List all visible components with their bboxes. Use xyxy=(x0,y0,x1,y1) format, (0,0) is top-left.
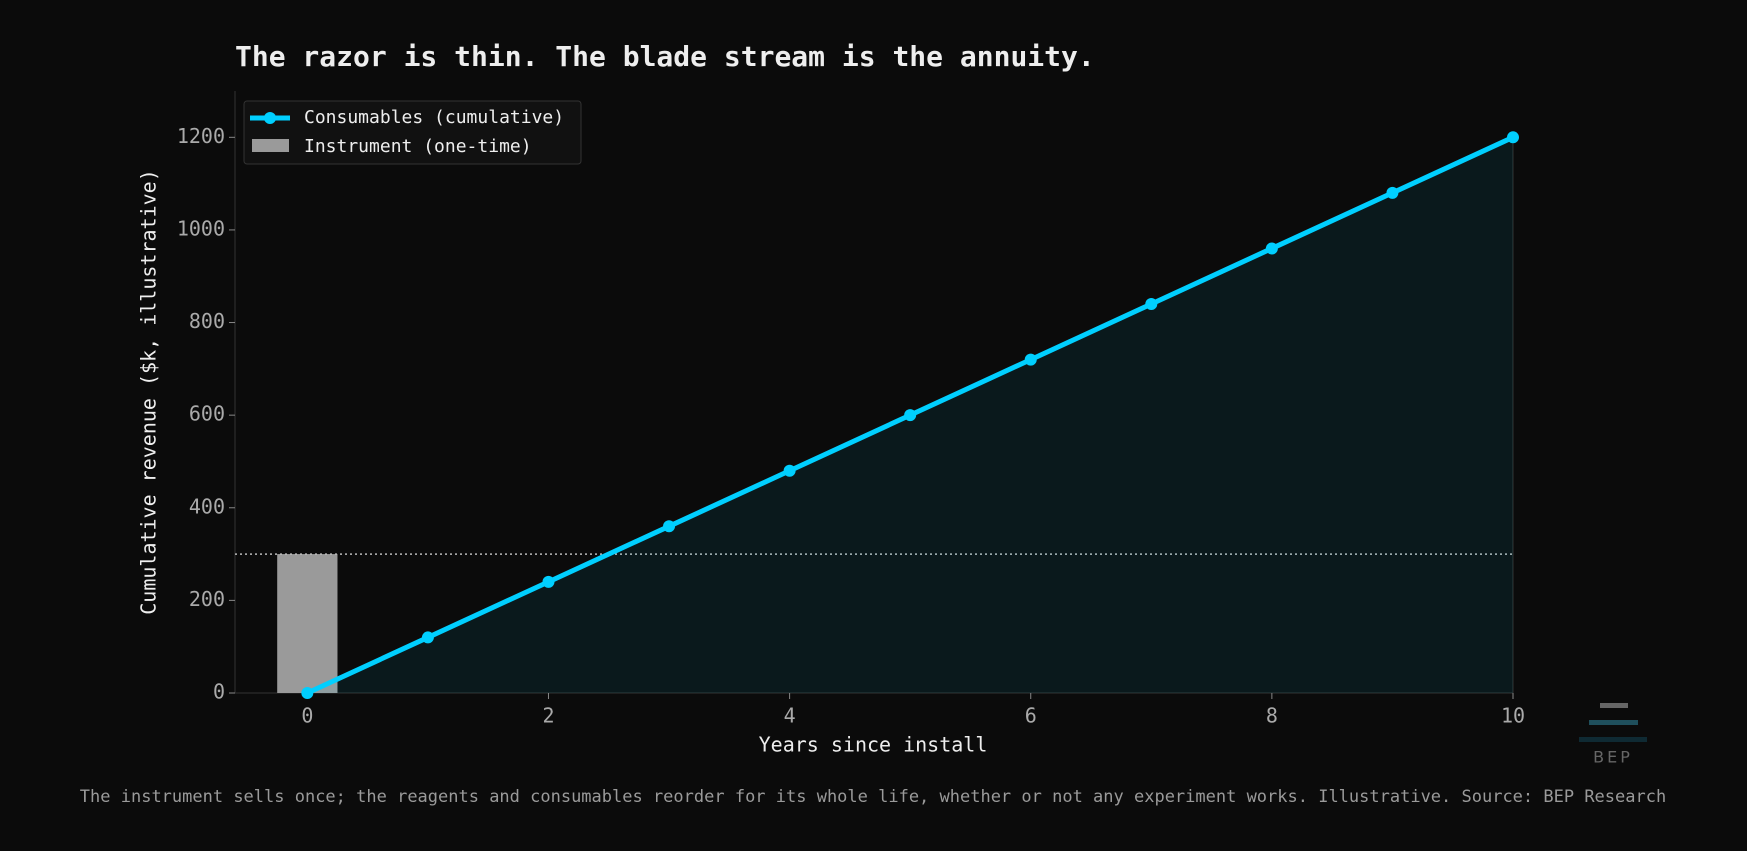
legend-marker xyxy=(264,112,276,124)
point xyxy=(783,464,796,477)
y-tick-label: 200 xyxy=(189,587,225,611)
x-tick-label: 2 xyxy=(542,704,554,728)
chart-title: The razor is thin. The blade stream is t… xyxy=(235,40,1095,73)
legend-label: Consumables (cumulative) xyxy=(304,107,564,128)
legend: Consumables (cumulative) Instrument (one-… xyxy=(243,100,582,165)
y-tick-label: 1200 xyxy=(177,124,225,148)
bar xyxy=(277,554,338,693)
point xyxy=(1507,131,1519,144)
point xyxy=(1024,353,1037,366)
x-tick-label: 6 xyxy=(1025,704,1037,728)
point xyxy=(1386,186,1399,199)
point xyxy=(1265,242,1278,255)
x-tick-label: 10 xyxy=(1501,704,1525,728)
logo-bar xyxy=(1600,703,1628,708)
logo-text: BEP xyxy=(1593,748,1633,767)
point xyxy=(301,687,314,699)
y-tick-label: 1000 xyxy=(177,216,225,240)
point xyxy=(421,631,434,644)
legend-box xyxy=(243,100,582,165)
legend-swatch xyxy=(252,139,289,152)
point xyxy=(663,520,676,533)
point xyxy=(904,409,917,422)
footnote: The instrument sells once; the reagents … xyxy=(80,787,1666,807)
point xyxy=(542,575,555,588)
x-tick-label: 0 xyxy=(301,704,313,728)
y-tick-label: 400 xyxy=(189,494,225,518)
y-axis-label: Cumulative revenue ($k, illustrative) xyxy=(137,169,161,615)
x-tick-label: 8 xyxy=(1266,704,1278,728)
x-tick-label: 4 xyxy=(784,704,796,728)
y-tick-label: 600 xyxy=(189,402,225,426)
x-axis-label: Years since install xyxy=(759,733,988,757)
logo-bar xyxy=(1589,720,1638,725)
logo-bar xyxy=(1579,737,1647,742)
legend-label: Instrument (one-time) xyxy=(304,136,532,157)
y-tick-label: 0 xyxy=(213,680,225,704)
point xyxy=(1145,298,1158,311)
y-tick-label: 800 xyxy=(189,309,225,333)
